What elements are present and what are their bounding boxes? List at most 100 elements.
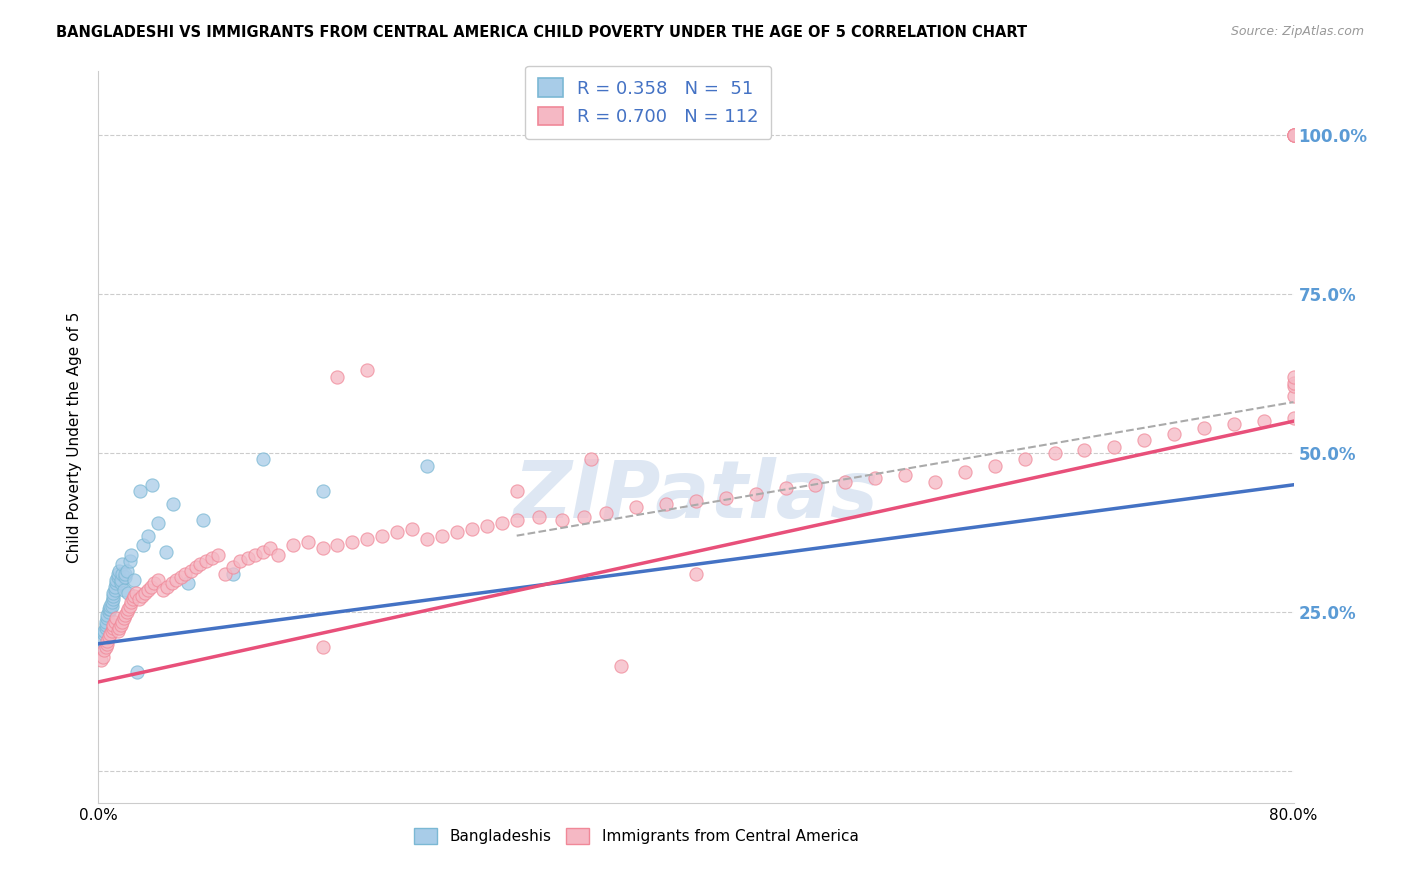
Point — [118, 554, 141, 568]
Point — [311, 640, 333, 654]
Point — [342, 535, 364, 549]
Point — [103, 592, 125, 607]
Point — [94, 640, 117, 654]
Legend: Bangladeshis, Immigrants from Central America: Bangladeshis, Immigrants from Central Am… — [408, 822, 865, 850]
Point — [94, 615, 117, 629]
Point — [124, 589, 146, 603]
Point — [134, 586, 156, 600]
Point — [94, 621, 117, 635]
Point — [112, 582, 135, 597]
Point — [101, 599, 124, 613]
Point — [894, 468, 917, 483]
Point — [110, 576, 132, 591]
Point — [91, 649, 114, 664]
Point — [111, 615, 134, 629]
Point — [775, 481, 797, 495]
Point — [1282, 389, 1305, 403]
Point — [1282, 128, 1305, 142]
Point — [236, 550, 259, 565]
Point — [105, 576, 128, 591]
Point — [139, 580, 162, 594]
Point — [475, 519, 498, 533]
Point — [1282, 379, 1305, 393]
Point — [91, 633, 114, 648]
Point — [188, 558, 211, 572]
Point — [550, 513, 572, 527]
Point — [103, 586, 125, 600]
Point — [581, 452, 603, 467]
Point — [610, 659, 633, 673]
Point — [491, 516, 513, 530]
Point — [1253, 414, 1275, 428]
Point — [127, 665, 149, 680]
Point — [804, 477, 827, 491]
Point — [506, 484, 529, 499]
Point — [685, 566, 707, 581]
Point — [245, 548, 267, 562]
Point — [953, 465, 976, 479]
Point — [984, 458, 1007, 473]
Point — [356, 363, 378, 377]
Point — [96, 608, 118, 623]
Point — [136, 529, 159, 543]
Point — [191, 513, 214, 527]
Point — [267, 548, 290, 562]
Point — [222, 566, 245, 581]
Point — [108, 621, 131, 635]
Point — [184, 560, 207, 574]
Point — [461, 522, 484, 536]
Point — [110, 573, 132, 587]
Point — [1104, 440, 1126, 454]
Point — [97, 631, 120, 645]
Point — [626, 500, 648, 514]
Point — [90, 640, 112, 654]
Point — [281, 538, 304, 552]
Point — [142, 576, 165, 591]
Point — [148, 516, 170, 530]
Point — [93, 643, 115, 657]
Point — [311, 484, 333, 499]
Point — [136, 582, 159, 597]
Point — [401, 522, 423, 536]
Point — [252, 452, 274, 467]
Point — [112, 611, 135, 625]
Point — [506, 513, 529, 527]
Text: Source: ZipAtlas.com: Source: ZipAtlas.com — [1230, 25, 1364, 38]
Point — [120, 595, 142, 609]
Point — [115, 605, 138, 619]
Point — [103, 617, 125, 632]
Point — [1282, 369, 1305, 384]
Point — [1014, 452, 1036, 467]
Point — [169, 570, 191, 584]
Point — [222, 560, 245, 574]
Point — [745, 487, 768, 501]
Point — [207, 548, 229, 562]
Point — [114, 566, 136, 581]
Point — [865, 471, 887, 485]
Point — [174, 566, 197, 581]
Point — [1163, 426, 1185, 441]
Point — [129, 484, 152, 499]
Point — [416, 532, 439, 546]
Point — [94, 617, 117, 632]
Point — [430, 529, 453, 543]
Point — [201, 550, 224, 565]
Point — [93, 624, 115, 638]
Point — [117, 586, 139, 600]
Point — [527, 509, 550, 524]
Point — [110, 617, 132, 632]
Point — [1073, 442, 1095, 457]
Point — [195, 554, 218, 568]
Point — [152, 582, 174, 597]
Point — [160, 576, 183, 591]
Point — [1192, 420, 1215, 434]
Point — [104, 582, 127, 597]
Point — [385, 525, 409, 540]
Point — [572, 509, 595, 524]
Point — [97, 605, 120, 619]
Point — [356, 532, 378, 546]
Point — [103, 621, 125, 635]
Point — [96, 633, 118, 648]
Y-axis label: Child Poverty Under the Age of 5: Child Poverty Under the Age of 5 — [67, 311, 83, 563]
Point — [595, 507, 617, 521]
